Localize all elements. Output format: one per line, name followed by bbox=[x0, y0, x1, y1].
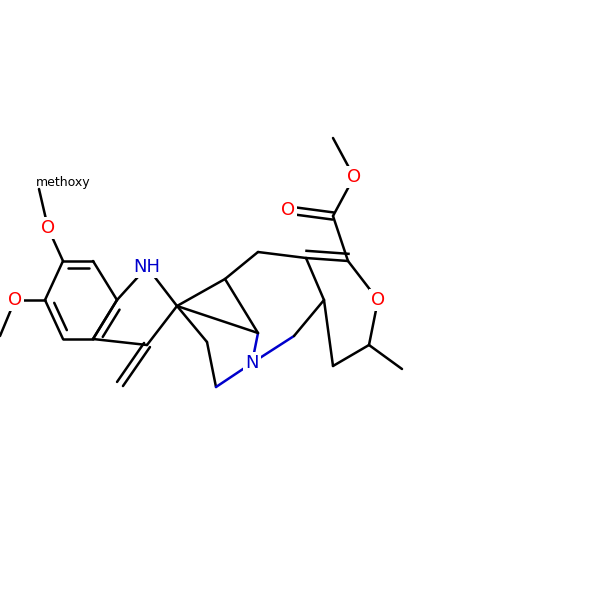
Text: N: N bbox=[245, 354, 259, 372]
Text: NH: NH bbox=[133, 258, 161, 276]
Text: O: O bbox=[281, 201, 295, 219]
Text: O: O bbox=[347, 168, 361, 186]
Text: methoxy: methoxy bbox=[36, 176, 91, 189]
Text: O: O bbox=[371, 291, 385, 309]
Text: O: O bbox=[8, 291, 22, 309]
Text: O: O bbox=[41, 219, 55, 237]
